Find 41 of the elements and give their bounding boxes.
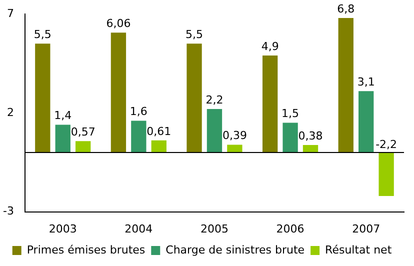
data-label: 2,2 [206, 93, 224, 106]
bar [262, 56, 278, 152]
data-label: 5,5 [186, 28, 204, 42]
bar [358, 91, 374, 152]
data-label: 3,1 [357, 76, 375, 88]
legend-label: Résultat net [325, 243, 392, 256]
data-label: -2,2 [376, 138, 398, 151]
bar [206, 108, 222, 152]
x-tick-label: 2006 [276, 222, 304, 236]
data-label: 1,5 [282, 107, 300, 120]
bar [151, 140, 166, 152]
bar [378, 152, 394, 196]
x-tick-label: 2003 [48, 222, 77, 236]
data-label: 0,61 [146, 124, 172, 138]
x-tick-label: 2007 [352, 222, 380, 236]
data-label: 0,57 [70, 126, 96, 139]
bar [35, 44, 50, 152]
data-label: 0,39 [222, 129, 247, 142]
bar [186, 44, 202, 152]
data-label: 0,38 [298, 129, 323, 142]
bar [110, 32, 126, 152]
data-label: 4,9 [261, 40, 279, 53]
bar [227, 144, 242, 152]
bar [55, 124, 70, 152]
data-label: 5,5 [34, 28, 52, 42]
data-label: 1,4 [54, 109, 72, 122]
data-label: 1,6 [130, 105, 148, 118]
bar [302, 144, 318, 152]
legend-label: Charge de sinistres brute [166, 243, 305, 256]
y-tick-label: 2 [6, 106, 14, 119]
bar [76, 141, 91, 152]
x-tick-label: 2005 [200, 222, 228, 236]
bar [282, 122, 298, 152]
bar [338, 18, 354, 152]
data-label: 6,8 [337, 2, 355, 16]
data-label: 6,06 [106, 16, 131, 30]
y-tick-label: -3 [3, 204, 14, 218]
bar [131, 120, 146, 152]
y-tick-label: 7 [6, 6, 14, 20]
x-tick-label: 2004 [124, 222, 153, 236]
legend-label: Primes émises brutes [26, 243, 146, 256]
